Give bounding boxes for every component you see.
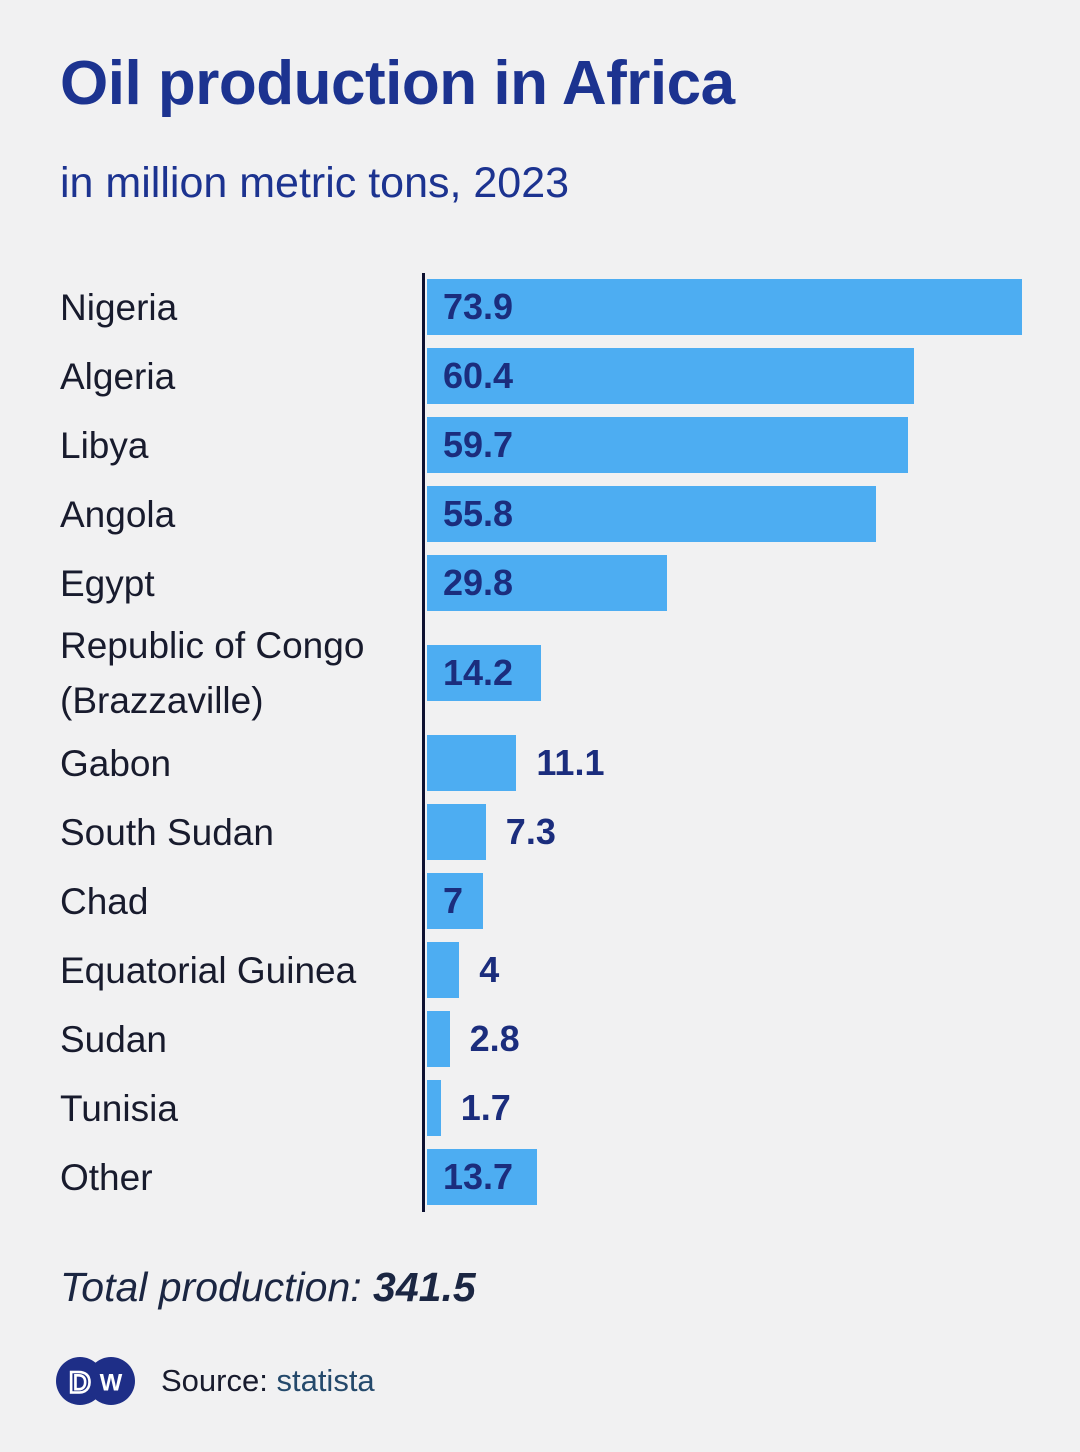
bar-area: 29.8	[423, 549, 1080, 618]
chart-title: Oil production in Africa	[60, 49, 735, 118]
total-label: Total production:	[60, 1263, 362, 1310]
bar-row: Algeria 60.4	[0, 342, 1080, 411]
bar-area: 7.3	[423, 798, 1080, 867]
country-label: Angola	[60, 493, 176, 535]
bar-row: Nigeria 73.9	[0, 273, 1080, 342]
source-label: Source:	[161, 1362, 268, 1398]
chart-subtitle: in million metric tons, 2023	[60, 159, 570, 208]
country-label: Algeria	[60, 355, 176, 397]
country-label: Gabon	[60, 742, 172, 784]
bar-area: 7	[423, 867, 1080, 936]
bar-row: Angola 55.8	[0, 480, 1080, 549]
country-label: Equatorial Guinea	[60, 949, 357, 991]
bar-area: 73.9	[423, 273, 1080, 342]
bar-row: Sudan 2.8	[0, 1005, 1080, 1074]
bar-value-label: 59.7	[443, 424, 514, 466]
country-label: Sudan	[60, 1018, 167, 1060]
country-label: Egypt	[60, 562, 155, 604]
bar-row: South Sudan 7.3	[0, 798, 1080, 867]
bar-value-label: 2.8	[469, 1018, 520, 1060]
bar-value-label: 1.7	[460, 1087, 511, 1129]
bar-value-label: 29.8	[443, 562, 514, 604]
bar	[427, 873, 484, 930]
total-value: 341.5	[373, 1263, 476, 1310]
bar-value-label: 73.9	[443, 286, 514, 328]
bar-area: 1.7	[423, 1074, 1080, 1143]
bar	[427, 1149, 538, 1206]
bar	[427, 486, 877, 543]
bar	[427, 417, 908, 474]
country-label: South Sudan	[60, 811, 274, 853]
bar-area: 55.8	[423, 480, 1080, 549]
country-label: Chad	[60, 880, 149, 922]
source-link[interactable]: statista	[276, 1362, 375, 1398]
bar-area: 13.7	[423, 1143, 1080, 1212]
svg-text:D: D	[69, 1366, 91, 1399]
bar-value-label: 7	[443, 880, 464, 922]
bar	[427, 942, 460, 999]
bar	[427, 555, 667, 612]
bar-value-label: 13.7	[443, 1156, 514, 1198]
total-production: Total production: 341.5	[60, 1264, 1020, 1311]
bar-row: Other 13.7	[0, 1143, 1080, 1212]
dw-logo: D W	[56, 1356, 135, 1405]
bar-area: 2.8	[423, 1005, 1080, 1074]
bar	[427, 1011, 450, 1068]
bar-value-label: 60.4	[443, 355, 514, 397]
country-label: Republic of Congo (Brazzaville)	[60, 624, 365, 722]
source-line: Source: statista	[161, 1363, 375, 1399]
bar-row: Libya 59.7	[0, 411, 1080, 480]
bar-row: Equatorial Guinea 4	[0, 936, 1080, 1005]
bar-row: Egypt 29.8	[0, 549, 1080, 618]
bar-value-label: 7.3	[505, 811, 556, 853]
bar-row: Gabon 11.1	[0, 729, 1080, 798]
bar-value-label: 11.1	[536, 742, 605, 784]
bar-area: 60.4	[423, 342, 1080, 411]
bar	[427, 735, 517, 792]
svg-text:W: W	[100, 1369, 123, 1396]
bar-row: Republic of Congo (Brazzaville) 14.2	[0, 618, 1080, 729]
country-label: Nigeria	[60, 286, 178, 328]
bar-value-label: 14.2	[443, 652, 514, 694]
country-label: Libya	[60, 424, 149, 466]
bar	[427, 1080, 441, 1137]
bar-area: 59.7	[423, 411, 1080, 480]
bar-value-label: 55.8	[443, 493, 514, 535]
bar-area: 11.1	[423, 729, 1080, 798]
country-label: Tunisia	[60, 1087, 178, 1129]
bar-area: 4	[423, 936, 1080, 1005]
bar-row: Tunisia 1.7	[0, 1074, 1080, 1143]
footer: D W Source: statista	[56, 1356, 1020, 1405]
bar-area: 14.2	[423, 618, 1080, 729]
bar	[427, 279, 1023, 336]
country-label: Other	[60, 1156, 153, 1198]
axis-line	[422, 272, 425, 1212]
bar-row: Chad 7	[0, 867, 1080, 936]
bar	[427, 348, 914, 405]
bar	[427, 645, 542, 702]
bar-chart: Nigeria 73.9 Algeria 60.4 Libya 59.7 Ang…	[0, 272, 1080, 1212]
bar	[427, 804, 486, 861]
bar-value-label: 4	[479, 949, 500, 991]
